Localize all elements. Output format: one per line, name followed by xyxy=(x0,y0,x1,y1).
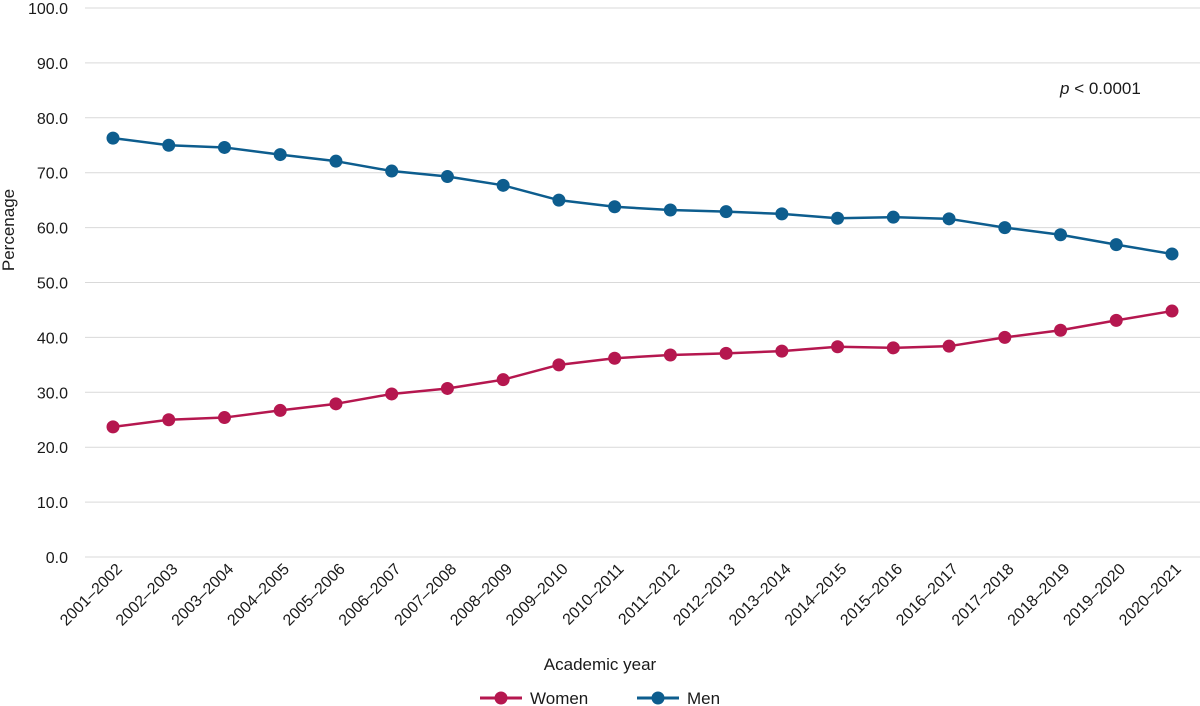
y-tick-label: 90.0 xyxy=(37,56,68,73)
data-point-women xyxy=(831,340,845,354)
data-point-men xyxy=(1165,247,1179,261)
series-line-women xyxy=(112,309,1173,429)
data-point-men xyxy=(998,221,1012,235)
data-point-women xyxy=(608,351,622,365)
data-point-men xyxy=(1109,238,1123,252)
data-point-women xyxy=(106,420,120,434)
data-point-women xyxy=(273,403,287,417)
data-point-women xyxy=(998,330,1012,344)
y-tick-label: 10.0 xyxy=(37,495,68,512)
y-tick-label: 20.0 xyxy=(37,440,68,457)
series-layer xyxy=(106,131,1179,434)
legend: Women Men xyxy=(480,689,720,706)
data-point-men xyxy=(663,203,677,217)
legend-label: Women xyxy=(530,689,588,706)
y-tick-label: 40.0 xyxy=(37,330,68,347)
gridlines xyxy=(85,7,1200,558)
data-point-men xyxy=(217,140,231,154)
data-point-men xyxy=(719,205,733,219)
data-point-women xyxy=(496,373,510,387)
data-point-women xyxy=(329,397,343,411)
data-point-women xyxy=(1054,323,1068,337)
p-value-text: < 0.0001 xyxy=(1069,79,1140,98)
y-axis-ticks: 0.0 10.0 20.0 30.0 40.0 50.0 60.0 70.0 80.0 90.0 1… xyxy=(28,1,68,567)
y-tick-label: 30.0 xyxy=(37,385,68,402)
data-point-women xyxy=(552,358,566,372)
data-point-women xyxy=(942,339,956,353)
data-point-men xyxy=(273,148,287,162)
data-point-men xyxy=(831,211,845,225)
data-point-women xyxy=(162,413,176,427)
data-point-men xyxy=(608,200,622,214)
data-point-men xyxy=(162,138,176,152)
data-point-men xyxy=(496,178,510,192)
y-tick-label: 100.0 xyxy=(28,1,68,18)
data-point-women xyxy=(440,381,454,395)
y-axis-title: Percenage xyxy=(0,189,18,271)
y-tick-label: 50.0 xyxy=(37,276,68,293)
legend-marker xyxy=(651,691,665,705)
data-point-women xyxy=(1165,304,1179,318)
data-point-men xyxy=(329,154,343,168)
series-line-men xyxy=(112,136,1173,256)
x-axis-ticks: 2001–20022002–20032003–20042004–20052005… xyxy=(57,561,1185,630)
legend-item-men: Men xyxy=(637,689,720,706)
p-symbol: p xyxy=(1059,79,1069,98)
data-point-women xyxy=(663,348,677,362)
data-point-men xyxy=(385,164,399,178)
legend-marker xyxy=(494,691,508,705)
y-tick-label: 60.0 xyxy=(37,221,68,238)
data-point-men xyxy=(440,170,454,184)
p-value-annotation: p < 0.0001 xyxy=(1059,79,1141,98)
series-men xyxy=(106,131,1179,261)
x-axis-title: Academic year xyxy=(544,655,657,674)
data-point-women xyxy=(886,341,900,355)
data-point-women xyxy=(775,344,789,358)
data-point-men xyxy=(942,212,956,226)
data-point-men xyxy=(1054,228,1068,242)
data-point-women xyxy=(217,411,231,425)
data-point-men xyxy=(775,207,789,221)
data-point-men xyxy=(552,193,566,207)
y-tick-label: 0.0 xyxy=(46,550,68,567)
legend-item-women: Women xyxy=(480,689,588,706)
data-point-women xyxy=(1109,313,1123,327)
data-point-men xyxy=(106,131,120,145)
data-point-women xyxy=(385,387,399,401)
data-point-women xyxy=(719,346,733,360)
y-tick-label: 70.0 xyxy=(37,166,68,183)
legend-label: Men xyxy=(687,689,720,706)
series-women xyxy=(106,304,1179,434)
data-point-men xyxy=(886,210,900,224)
y-tick-label: 80.0 xyxy=(37,111,68,128)
